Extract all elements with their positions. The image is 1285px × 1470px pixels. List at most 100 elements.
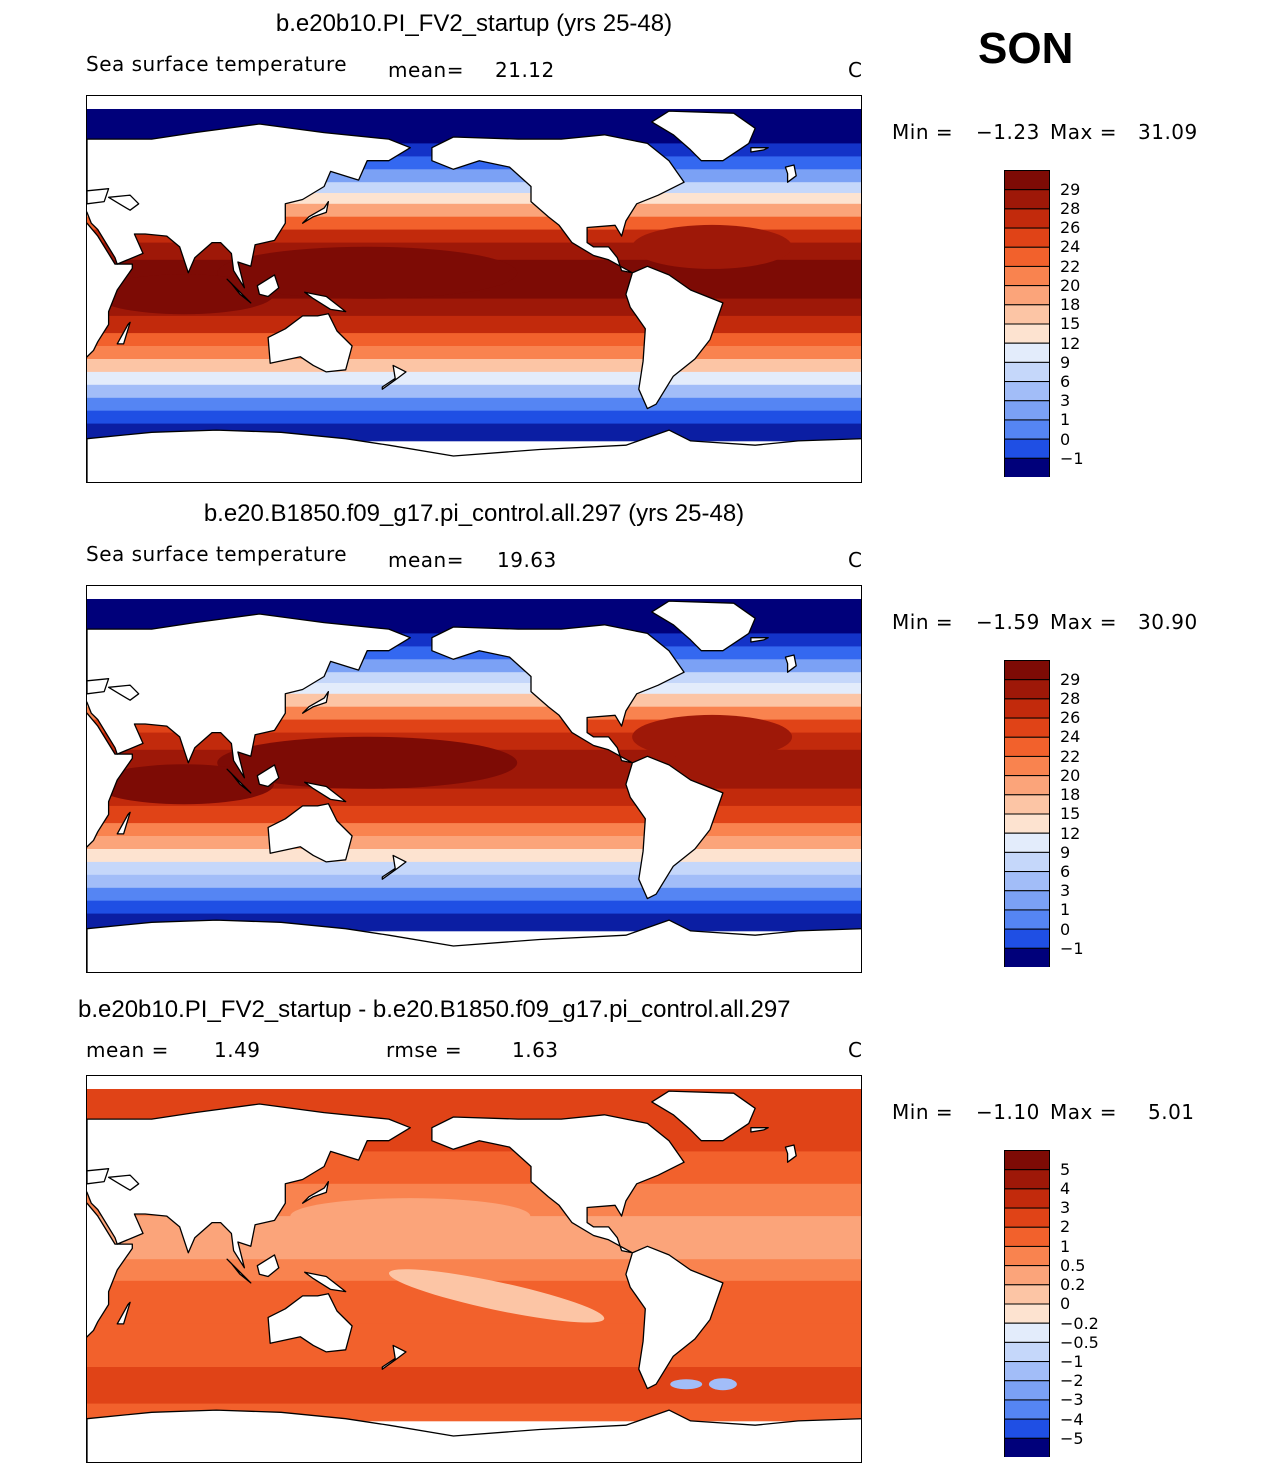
ocean-band bbox=[87, 359, 861, 373]
panel-1-mean-value: 21.12 bbox=[495, 58, 555, 82]
colorbar-swatch bbox=[1004, 813, 1050, 834]
land-newzealand bbox=[381, 364, 407, 390]
colorbar-swatch bbox=[1004, 775, 1050, 796]
colorbar-swatch bbox=[1004, 438, 1050, 459]
colorbar-swatch bbox=[1004, 1399, 1050, 1420]
ocean-band bbox=[87, 887, 861, 902]
colorbar-swatch bbox=[1004, 832, 1050, 853]
panel-2-max-value: 30.90 bbox=[1138, 610, 1198, 634]
panel-1-cb-label: 6 bbox=[1060, 372, 1071, 391]
colorbar-swatch bbox=[1004, 736, 1050, 757]
panel-3-mean-label: mean = bbox=[86, 1038, 169, 1062]
panel-1-units: C bbox=[848, 58, 863, 82]
colorbar-swatch bbox=[1004, 1226, 1050, 1247]
panel-1-cb-label: 9 bbox=[1060, 353, 1071, 372]
colorbar-swatch bbox=[1004, 1380, 1050, 1401]
colorbar-swatch bbox=[1004, 361, 1050, 383]
colorbar-swatch bbox=[1004, 890, 1050, 911]
land-borneo bbox=[256, 764, 280, 788]
ocean-band bbox=[87, 193, 861, 205]
panel-1-cb-label: 28 bbox=[1060, 199, 1081, 218]
colorbar-swatch bbox=[1004, 342, 1050, 363]
colorbar-swatch bbox=[1004, 1361, 1050, 1382]
panel-2-variable-label: Sea surface temperature bbox=[86, 542, 348, 566]
panel-3-cb-label: −3 bbox=[1060, 1390, 1084, 1409]
panel-1-map bbox=[86, 95, 862, 483]
land-britain bbox=[784, 1144, 797, 1163]
land-newzealand bbox=[381, 854, 407, 880]
ocean-band bbox=[87, 410, 861, 425]
colorbar-swatch bbox=[1004, 947, 1050, 967]
panel-2-min-value: −1.59 bbox=[976, 610, 1040, 634]
colorbar-swatch bbox=[1004, 1437, 1050, 1457]
ocean-band bbox=[87, 1323, 861, 1368]
ocean-band bbox=[87, 371, 861, 386]
panel-1-min-label: Min = bbox=[892, 120, 954, 144]
panel-1-colorbar bbox=[1004, 170, 1050, 477]
panel-3-cb-label: −5 bbox=[1060, 1429, 1084, 1448]
panel-2-colorbar-svg bbox=[1004, 660, 1050, 967]
panel-3-cb-label: 2 bbox=[1060, 1217, 1071, 1236]
panel-3-cb-label: 0.5 bbox=[1060, 1256, 1086, 1275]
land-australia bbox=[267, 1293, 353, 1353]
panel-3-title: b.e20b10.PI_FV2_startup - b.e20.B1850.f0… bbox=[78, 996, 791, 1023]
sst-map-1 bbox=[87, 96, 861, 482]
panel-1-cb-label: 15 bbox=[1060, 314, 1081, 333]
panel-2-cb-label: 22 bbox=[1060, 747, 1081, 766]
panel-3-colorbar bbox=[1004, 1150, 1050, 1457]
colorbar-swatch bbox=[1004, 698, 1050, 719]
panel-1-cb-label: 29 bbox=[1060, 180, 1081, 199]
panel-3-rmse-label: rmse = bbox=[386, 1038, 463, 1062]
panel-3-cb-label: 0.2 bbox=[1060, 1275, 1086, 1294]
panel-2-min-label: Min = bbox=[892, 610, 954, 634]
panel-2-cb-label: −1 bbox=[1060, 939, 1084, 958]
land-newguinea bbox=[304, 291, 347, 313]
land-newzealand bbox=[381, 1344, 407, 1370]
colorbar-swatch bbox=[1004, 189, 1050, 210]
land-eurasia bbox=[87, 123, 411, 289]
panel-1-min-value: −1.23 bbox=[976, 120, 1040, 144]
panel-3-cb-label: −0.2 bbox=[1060, 1314, 1099, 1333]
colorbar-swatch bbox=[1004, 1150, 1050, 1171]
colorbar-swatch bbox=[1004, 1207, 1050, 1228]
panel-3-colorbar-svg bbox=[1004, 1150, 1050, 1457]
ocean-band bbox=[87, 672, 861, 684]
ocean-band bbox=[87, 823, 861, 837]
colorbar-swatch bbox=[1004, 851, 1050, 873]
panel-1-cb-label: 18 bbox=[1060, 295, 1081, 314]
land-antarctica bbox=[87, 919, 861, 972]
panel-3-min-label: Min = bbox=[892, 1100, 954, 1124]
panel-1-mean-label: mean= bbox=[388, 58, 464, 82]
panel-2-cb-label: 3 bbox=[1060, 881, 1071, 900]
panel-2-cb-label: 24 bbox=[1060, 727, 1081, 746]
colorbar-swatch bbox=[1004, 1188, 1050, 1209]
ocean-band bbox=[87, 384, 861, 399]
colorbar-swatch bbox=[1004, 1418, 1050, 1439]
land-britain bbox=[784, 654, 797, 673]
colorbar-swatch bbox=[1004, 909, 1050, 930]
panel-1-cb-label: 3 bbox=[1060, 391, 1071, 410]
panel-1-max-value: 31.09 bbox=[1138, 120, 1198, 144]
colorbar-swatch bbox=[1004, 246, 1050, 267]
panel-2-cb-label: 26 bbox=[1060, 708, 1081, 727]
land-newguinea bbox=[304, 1271, 347, 1293]
panel-3-cb-label: 4 bbox=[1060, 1179, 1071, 1198]
panel-1-colorbar-svg bbox=[1004, 170, 1050, 477]
panel-3-mean-value: 1.49 bbox=[214, 1038, 261, 1062]
panel-3-cb-label: −1 bbox=[1060, 1352, 1084, 1371]
land-namerica bbox=[431, 624, 685, 764]
panel-1-cb-label: 12 bbox=[1060, 334, 1081, 353]
land-madagascar bbox=[116, 321, 131, 345]
land-australia bbox=[267, 803, 353, 863]
land-britain bbox=[784, 164, 797, 183]
panel-1-variable-label: Sea surface temperature bbox=[86, 52, 348, 76]
panel-2-max-label: Max = bbox=[1050, 610, 1117, 634]
atlantic-warm-region bbox=[632, 714, 793, 759]
ocean-band bbox=[87, 346, 861, 360]
land-eurasia bbox=[87, 1103, 411, 1269]
panel-3-units: C bbox=[848, 1038, 863, 1062]
colorbar-swatch bbox=[1004, 1284, 1050, 1305]
colorbar-swatch bbox=[1004, 1303, 1050, 1324]
panel-1-max-label: Max = bbox=[1050, 120, 1117, 144]
ocean-band bbox=[87, 683, 861, 695]
